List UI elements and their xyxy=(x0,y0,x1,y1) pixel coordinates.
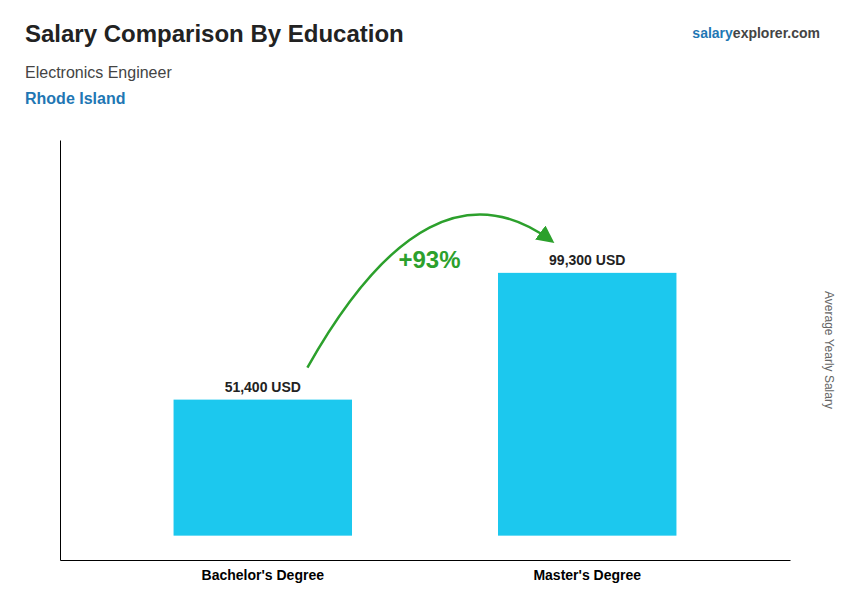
bar xyxy=(174,400,352,536)
data-label: 51,400 USD xyxy=(225,379,301,395)
x-tick: Bachelor's Degree xyxy=(202,567,325,583)
y-axis-title: Average Yearly Salary xyxy=(822,291,836,409)
site: salaryexplorer.com xyxy=(692,25,820,41)
x-axis-line xyxy=(61,560,791,561)
y-axis xyxy=(60,141,61,561)
x-tick: Master's Degree xyxy=(533,567,641,583)
bars xyxy=(174,273,677,536)
subtitle: Electronics Engineer xyxy=(25,64,172,81)
x-axis: Bachelor's Degree Master's Degree xyxy=(61,561,791,583)
x-tick-label: Master's Degree xyxy=(533,567,641,583)
bar xyxy=(498,273,676,536)
site-part: explorer.com xyxy=(733,25,820,41)
chart: Salary Comparison By Education Electronic… xyxy=(0,0,850,606)
plot: Bachelor's Degree Master's Degree 51,400 U… xyxy=(61,141,791,583)
percent-label: +93% xyxy=(398,246,460,273)
data-label: 99,300 USD xyxy=(549,252,625,268)
x-tick-label: Bachelor's Degree xyxy=(202,567,325,583)
arrow xyxy=(307,214,551,367)
title: Salary Comparison By Education xyxy=(25,20,404,47)
data-labels: 51,400 USD 99,300 USD xyxy=(225,252,626,395)
site-part: salary xyxy=(692,25,733,41)
location: Rhode Island xyxy=(25,90,125,107)
y-axis-line xyxy=(60,141,61,561)
